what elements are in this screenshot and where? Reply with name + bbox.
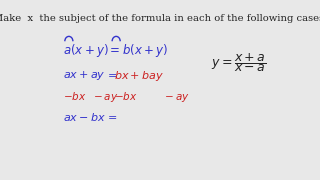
Text: $bx + bay$: $bx + bay$	[114, 69, 164, 83]
Text: $-bx\ \ \ \ \ \ \ \ -ay$: $-bx\ \ \ \ \ \ \ \ -ay$	[114, 90, 189, 104]
Text: Make  x  the subject of the formula in each of the following cases:: Make x the subject of the formula in eac…	[0, 14, 320, 23]
Text: $=$: $=$	[105, 111, 117, 121]
Text: $ax + ay$: $ax + ay$	[63, 69, 106, 82]
Text: $a(x + y) = b(x + y)$: $a(x + y) = b(x + y)$	[63, 42, 168, 59]
Text: $ax - bx$: $ax - bx$	[63, 111, 106, 123]
Text: $=$: $=$	[105, 69, 117, 79]
Text: $y = \dfrac{x + a}{x - a}$: $y = \dfrac{x + a}{x - a}$	[211, 51, 266, 74]
Text: $-bx\ \ -ay$: $-bx\ \ -ay$	[63, 90, 119, 104]
